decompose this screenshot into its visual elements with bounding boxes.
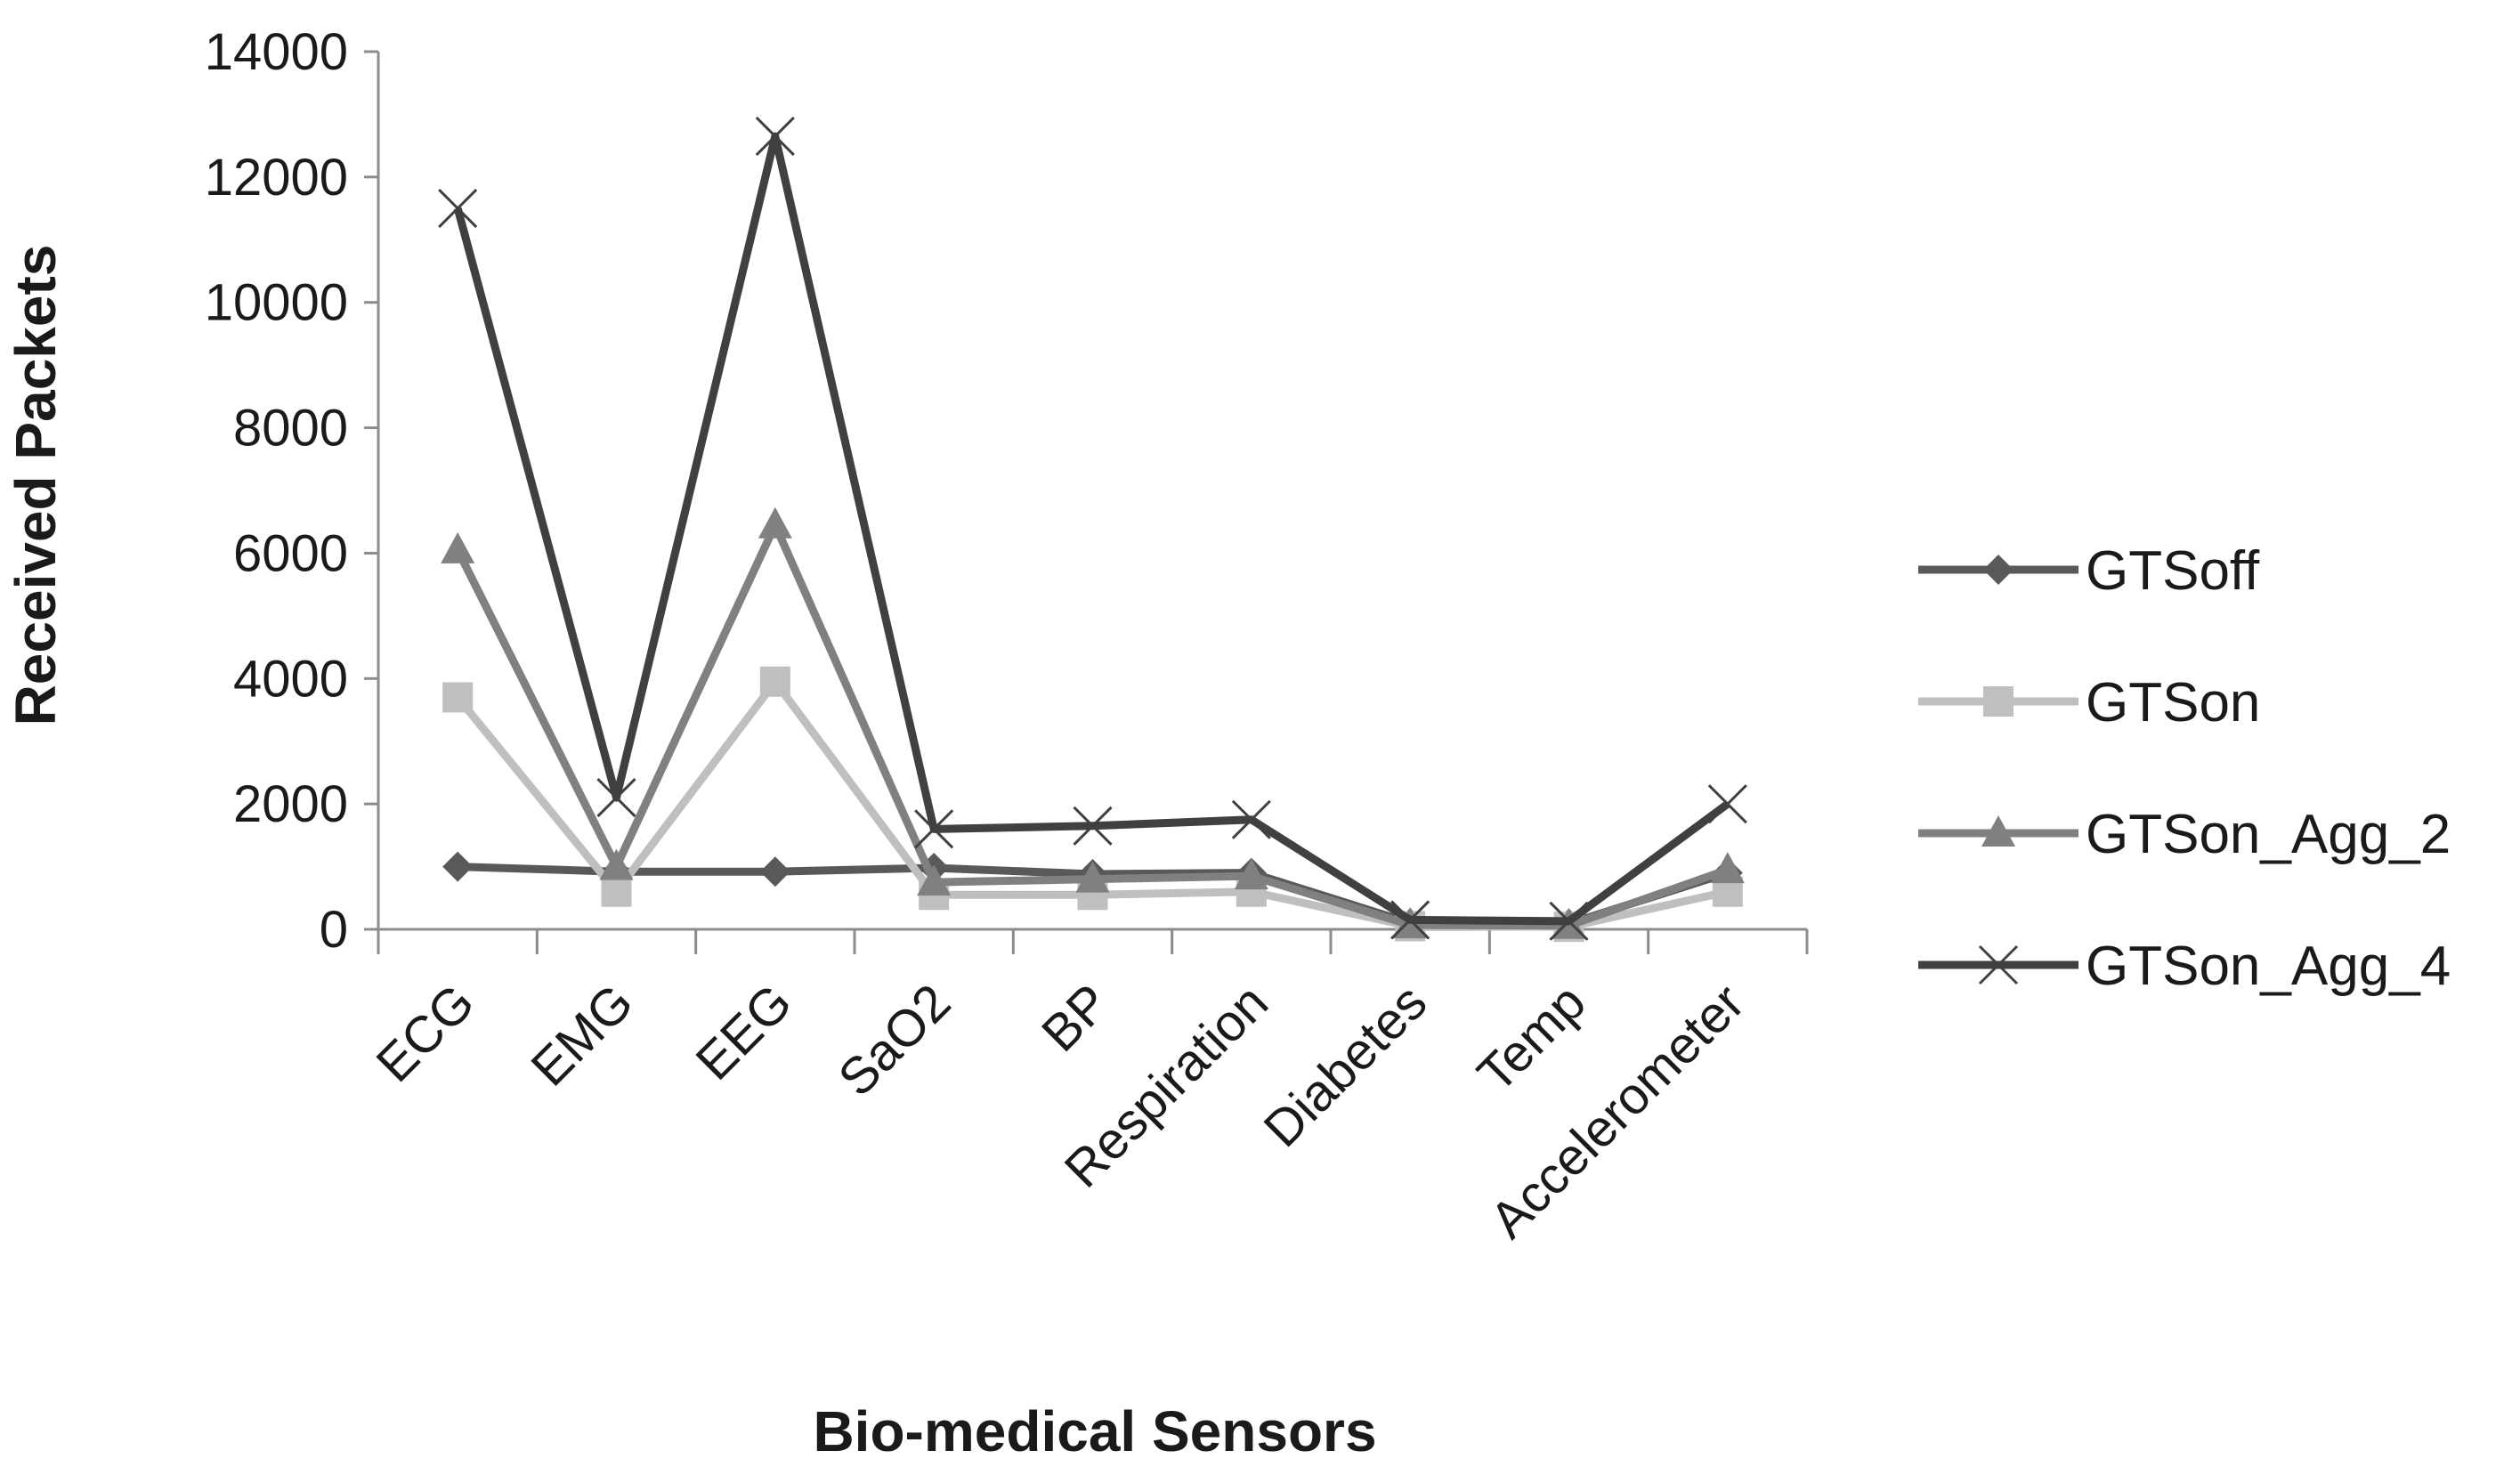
- data-point-GTSon_Agg_4[interactable]: [438, 189, 478, 229]
- legend[interactable]: GTSoff GTSon GTSon_Agg_2 GTSon_Agg_4: [1918, 540, 2451, 997]
- legend-marker[interactable]: [1978, 944, 2019, 985]
- x-tick-label: Temp: [1466, 973, 1596, 1103]
- y-tick-label: 14000: [205, 23, 348, 81]
- y-axis: 0 2000 4000 6000 8000 10000 12000 14000: [205, 23, 380, 959]
- data-point-GTSon_Agg_4[interactable]: [755, 117, 795, 157]
- plot-area: [438, 117, 1747, 943]
- x-tick-label: EMG: [520, 973, 644, 1097]
- legend-item-GTSon_Agg_2[interactable]: GTSon_Agg_2: [1918, 804, 2451, 865]
- legend-label: GTSoff: [2086, 540, 2260, 602]
- data-point-GTSon_Agg_2[interactable]: [1710, 852, 1745, 884]
- legend-item-GTSon[interactable]: GTSon: [1918, 672, 2260, 733]
- data-point-GTSon_Agg_2[interactable]: [599, 848, 634, 880]
- data-point-GTSon_Agg_4[interactable]: [1390, 900, 1430, 940]
- y-tick-label: 2000: [233, 775, 348, 833]
- data-point-GTSon_Agg_4[interactable]: [1707, 784, 1747, 824]
- x-tick-label: ECG: [366, 973, 486, 1093]
- legend-marker[interactable]: [1983, 555, 2014, 585]
- x-tick-label: Diabetes: [1253, 973, 1438, 1158]
- legend-marker[interactable]: [1983, 686, 2014, 717]
- series-GTSon_Agg_4: [438, 117, 1747, 941]
- data-point-GTSon_Agg_4[interactable]: [1549, 901, 1589, 941]
- y-axis-title: Received Packets: [4, 245, 68, 726]
- legend-label: GTSon_Agg_2: [2086, 804, 2451, 865]
- data-point-GTSon_Agg_2[interactable]: [1234, 858, 1268, 890]
- legend-marker[interactable]: [1981, 815, 2015, 847]
- data-point-GTSon_Agg_2[interactable]: [1075, 861, 1110, 893]
- data-point-GTSon[interactable]: [601, 876, 632, 907]
- legend-label: GTSon_Agg_4: [2086, 936, 2451, 997]
- data-point-GTSon_Agg_4[interactable]: [1231, 799, 1271, 839]
- x-tick-label: EEG: [685, 973, 803, 1091]
- data-point-GTSoff[interactable]: [442, 851, 474, 882]
- data-point-GTSon_Agg_4[interactable]: [914, 809, 954, 849]
- data-point-GTSon_Agg_4[interactable]: [596, 778, 636, 818]
- legend-item-GTSoff[interactable]: GTSoff: [1918, 540, 2260, 602]
- legend-item-GTSon_Agg_4[interactable]: GTSon_Agg_4: [1918, 936, 2451, 997]
- data-point-GTSoff[interactable]: [759, 856, 790, 887]
- y-tick-label: 0: [320, 901, 348, 959]
- data-point-GTSon[interactable]: [759, 666, 790, 697]
- data-point-GTSon_Agg_2[interactable]: [758, 506, 792, 539]
- y-tick-label: 6000: [233, 524, 348, 582]
- x-tick-label: SaO2: [828, 973, 962, 1107]
- y-tick-label: 8000: [233, 400, 348, 458]
- legend-label: GTSon: [2086, 672, 2260, 733]
- x-axis-title: Bio-medical Sensors: [813, 1399, 1376, 1463]
- data-point-GTSon_Agg_2[interactable]: [917, 864, 952, 896]
- y-tick-label: 4000: [233, 650, 348, 708]
- data-point-GTSon_Agg_4[interactable]: [1073, 806, 1113, 846]
- x-tick-label: BP: [1031, 973, 1121, 1063]
- y-tick-label: 10000: [205, 274, 348, 332]
- y-tick-label: 12000: [205, 149, 348, 207]
- data-point-GTSon[interactable]: [442, 682, 474, 713]
- data-point-GTSon_Agg_2[interactable]: [441, 531, 475, 563]
